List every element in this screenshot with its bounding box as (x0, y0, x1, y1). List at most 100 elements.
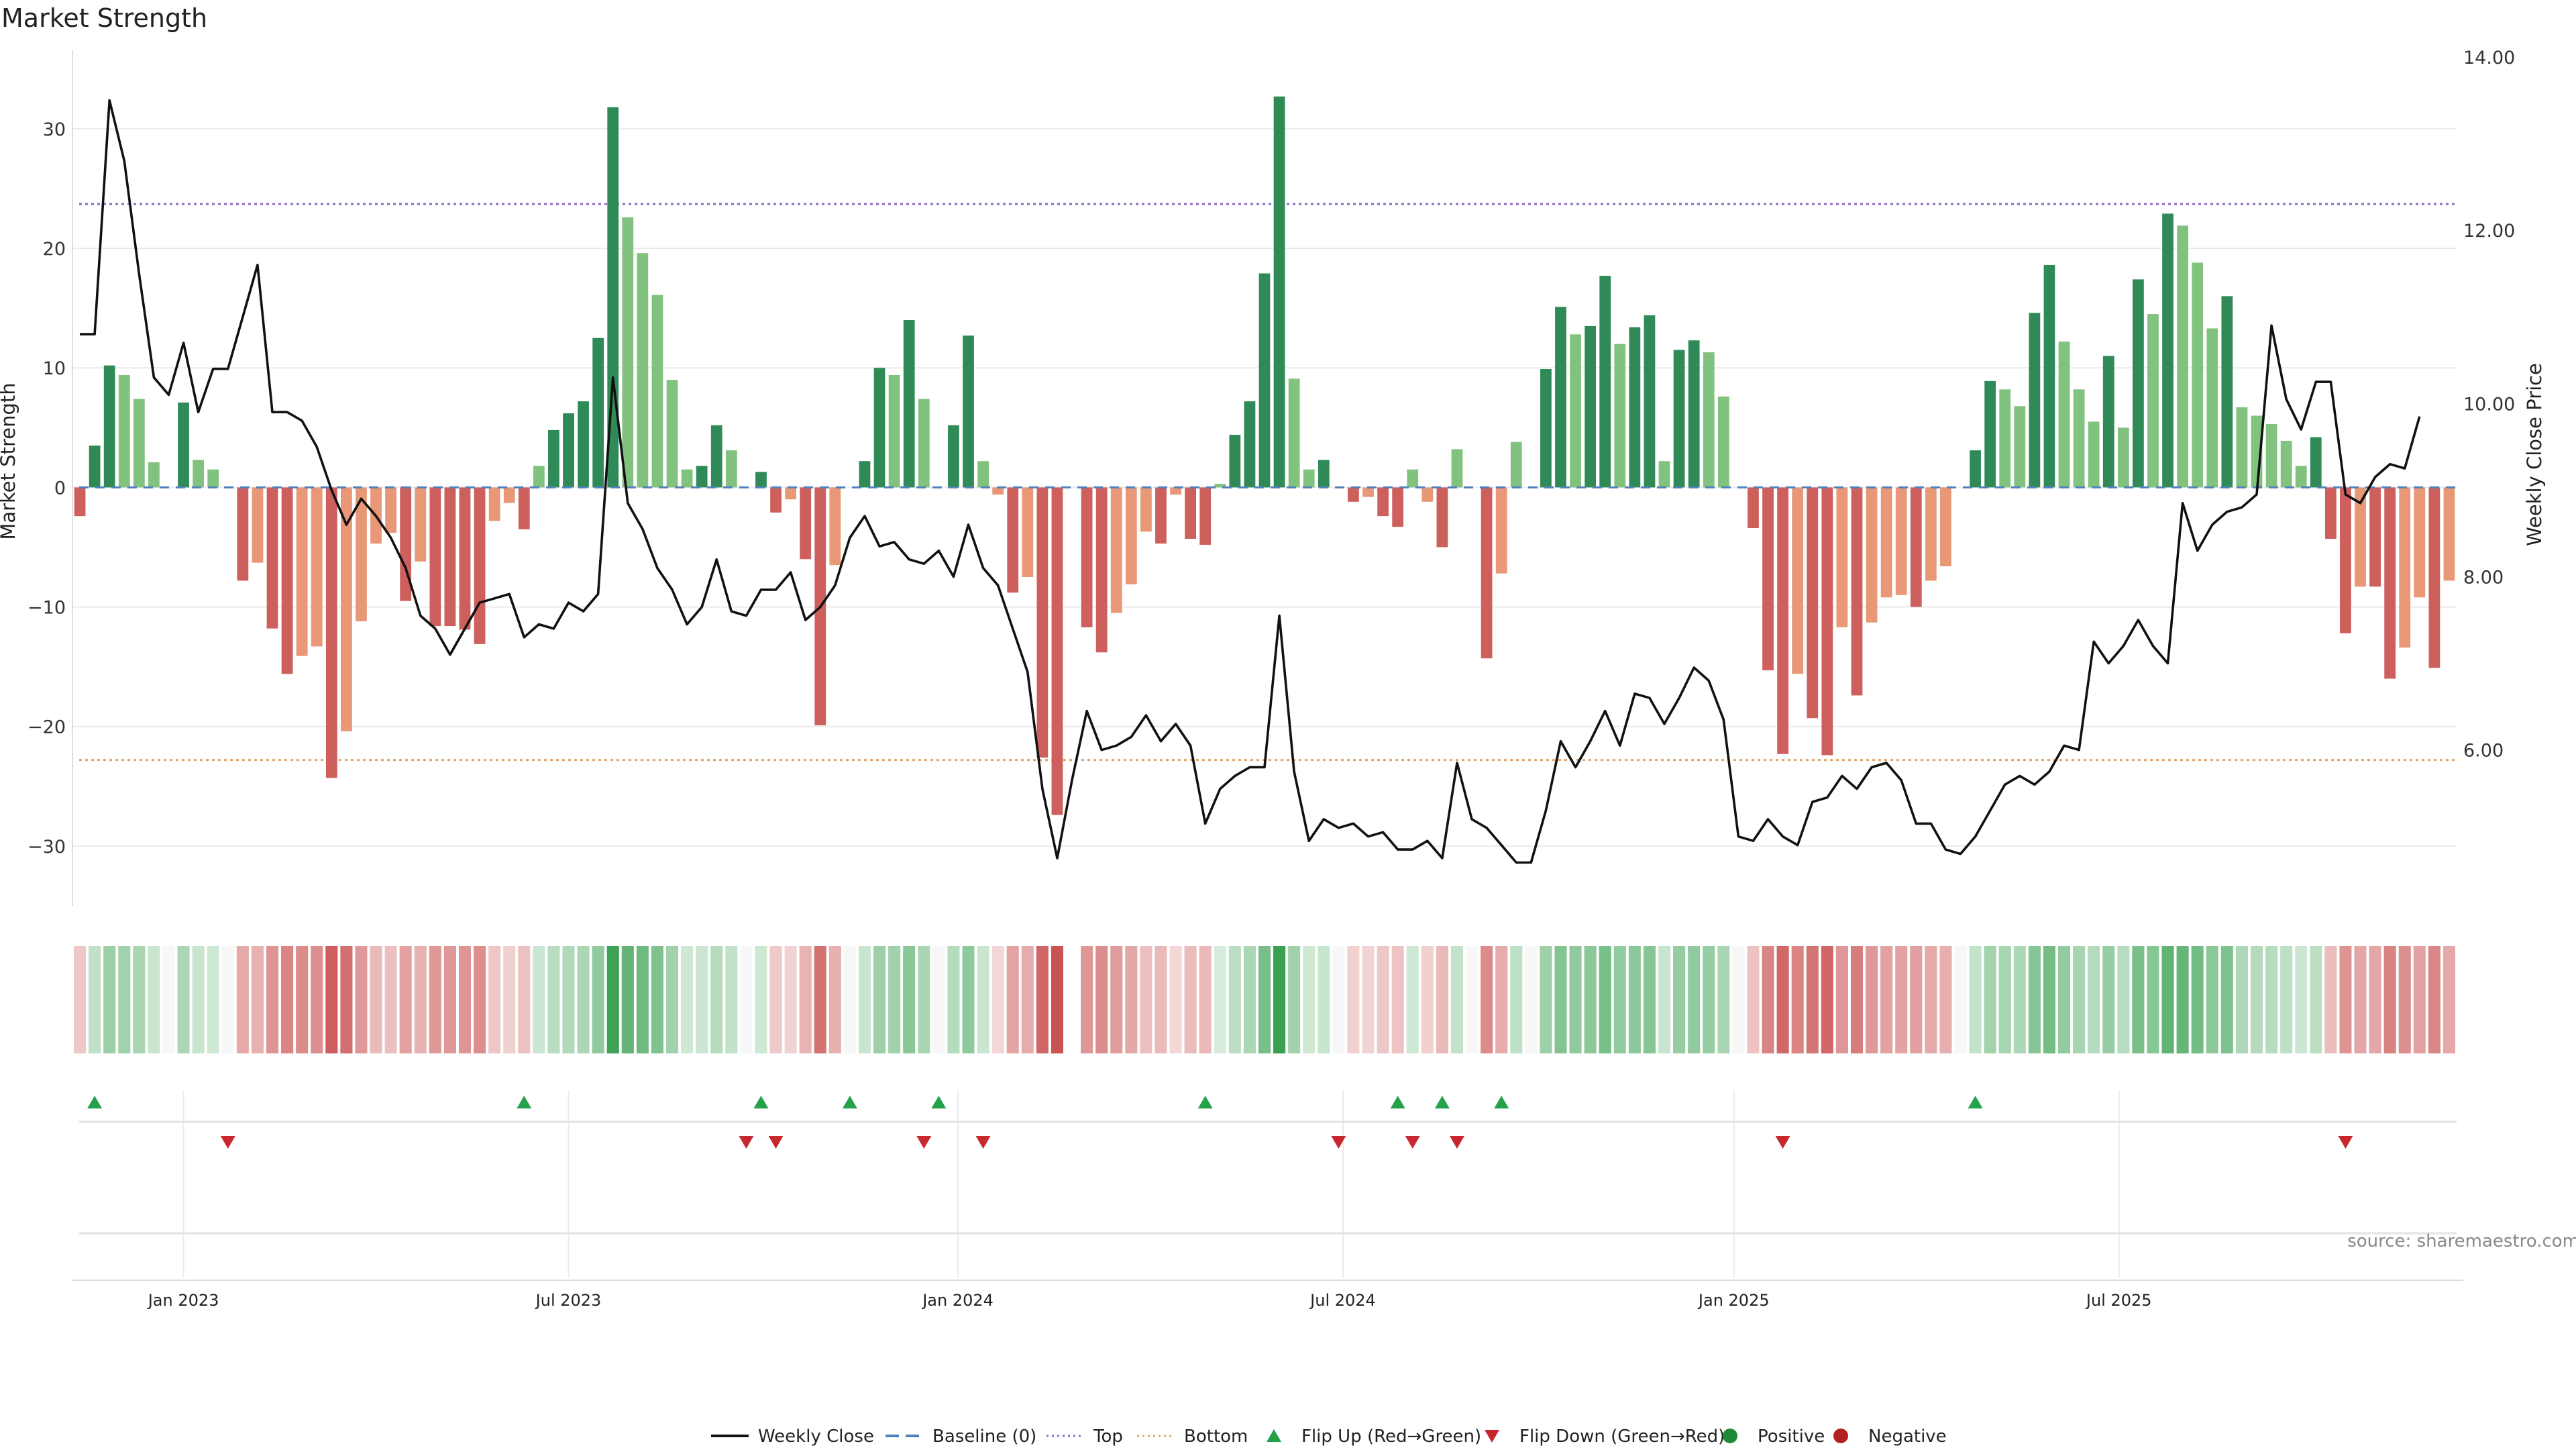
strength-bar (1836, 487, 1848, 627)
heat-cell (429, 946, 441, 1053)
heat-cell (207, 946, 219, 1053)
strength-bar (2192, 262, 2204, 488)
flip-up-marker (1434, 1096, 1450, 1108)
strength-bar (2355, 487, 2366, 587)
heat-cell (858, 946, 871, 1053)
heat-cell (518, 946, 531, 1053)
heat-cell (2147, 946, 2159, 1053)
heat-cell (2088, 946, 2100, 1053)
heat-cell (533, 946, 545, 1053)
left-axis: 30 20 10 0 −10 −20 −30 (28, 50, 73, 906)
heat-cell (1688, 946, 1701, 1053)
heat-cell (606, 946, 619, 1053)
strength-bar (1481, 487, 1493, 659)
strength-bar (2147, 314, 2159, 488)
heat-cell (918, 946, 930, 1053)
heat-cell (799, 946, 812, 1053)
strength-bar (2014, 406, 2026, 488)
heat-cell (1599, 946, 1611, 1053)
legend: Weekly Close Baseline (0) Top Bottom Flip Up… (711, 1427, 1947, 1447)
strength-bar (2133, 279, 2144, 488)
heat-cell (1495, 946, 1508, 1053)
x-tick-label: Jul 2024 (1309, 1291, 1376, 1310)
heat-cell (2102, 946, 2115, 1053)
heat-cell (2073, 946, 2086, 1053)
heat-cell (769, 946, 782, 1053)
strength-bar (1051, 487, 1063, 815)
strength-bar (2073, 389, 2085, 488)
strength-bar (459, 487, 471, 630)
strength-bar (578, 401, 589, 488)
strength-bar (1777, 487, 1788, 754)
heat-cell (2250, 946, 2263, 1053)
heat-cell (1436, 946, 1448, 1053)
flip-up-marker (931, 1096, 947, 1108)
heat-cell (1673, 946, 1686, 1053)
weekly-close-line (80, 99, 2421, 864)
left-tick-label: 0 (54, 478, 66, 499)
legend-item-flip: Flip Up (Red→Green) (1267, 1427, 1481, 1447)
heat-cell (1628, 946, 1641, 1053)
strength-bar (1258, 273, 1271, 488)
left-tick-label: −20 (28, 717, 66, 738)
strength-bar (1199, 487, 1212, 545)
heat-cell (636, 946, 649, 1053)
strength-bar (207, 469, 219, 488)
heat-cell (1984, 946, 1996, 1053)
right-axis: 14.00 12.00 10.00 8.00 6.00 (2463, 48, 2515, 762)
strength-bar (1792, 487, 1804, 674)
strength-bar (1392, 487, 1404, 527)
heat-cell (592, 946, 604, 1053)
heat-cell (458, 946, 472, 1053)
strength-bar (1273, 96, 1285, 488)
heat-cell (1525, 946, 1538, 1053)
strength-bar (948, 425, 959, 488)
strength-bar (622, 217, 634, 488)
heat-cell (1540, 946, 1552, 1053)
strength-bar (1644, 315, 1656, 488)
strength-bar (1214, 484, 1226, 488)
flip-up-marker (1197, 1096, 1213, 1108)
legend-item-bottom: Bottom (1137, 1427, 1248, 1447)
heat-cell (1835, 946, 1848, 1053)
heat-cell (162, 946, 175, 1053)
heat-cell (1481, 946, 1493, 1053)
strength-bar (710, 425, 722, 488)
heat-cell (118, 946, 131, 1053)
strength-bar (873, 368, 885, 488)
heat-cell (903, 946, 916, 1053)
right-tick-label: 8.00 (2463, 567, 2504, 588)
heat-cell (1939, 946, 1952, 1053)
strength-bar (977, 461, 989, 488)
strength-bar (1436, 487, 1448, 548)
strength-bar (1688, 340, 1700, 488)
strength-bar (1585, 325, 1597, 488)
heat-cell (1243, 946, 1256, 1053)
heat-cell (888, 946, 901, 1053)
flip-down-marker (1449, 1136, 1464, 1149)
strength-bar (400, 487, 412, 601)
flip-down-marker (1775, 1136, 1790, 1149)
flip-up-marker (1390, 1096, 1405, 1108)
flip-up-marker (753, 1096, 769, 1108)
strength-bar (2384, 487, 2396, 679)
strength-bar (2088, 421, 2100, 488)
strength-bar (2058, 342, 2070, 488)
heat-cell (1258, 946, 1271, 1053)
heat-cell (1613, 946, 1626, 1053)
heat-cell (1791, 946, 1804, 1053)
heat-cell (236, 946, 249, 1053)
strength-bar (103, 365, 115, 488)
chart-title: Market Strength (1, 3, 207, 33)
strength-bar (74, 487, 86, 517)
strength-bar (1658, 461, 1670, 488)
heat-strip (74, 946, 2455, 1053)
heat-cell (1169, 946, 1182, 1053)
x-tick-label: Jul 2023 (535, 1291, 602, 1310)
source-note: source: sharemaestro.com (2347, 1231, 2576, 1251)
strength-bar (503, 487, 515, 503)
heat-cell (1584, 946, 1597, 1053)
heat-cell (1998, 946, 2011, 1053)
heat-cell (2057, 946, 2071, 1053)
strength-bar (133, 399, 145, 488)
